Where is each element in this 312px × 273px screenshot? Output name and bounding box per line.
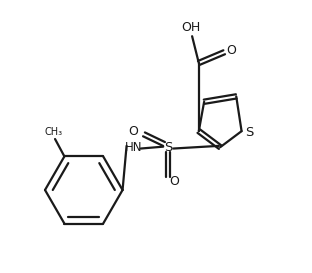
Text: O: O [129,125,139,138]
Text: CH₃: CH₃ [45,127,63,137]
Text: O: O [169,176,179,188]
Text: O: O [226,44,236,57]
Text: S: S [164,141,172,154]
Text: S: S [245,126,253,139]
Text: OH: OH [181,21,200,34]
Text: HN: HN [124,141,142,154]
